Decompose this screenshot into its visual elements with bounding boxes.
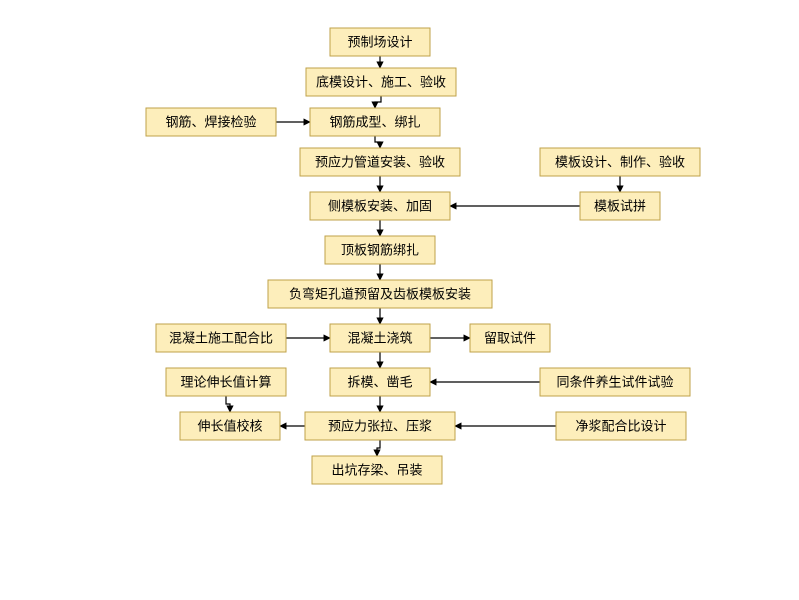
flow-node-n9: 拆模、凿毛 (330, 368, 430, 396)
flow-node-n11: 出坑存梁、吊装 (312, 456, 442, 484)
flow-node-n8: 混凝土浇筑 (330, 324, 430, 352)
flow-node-n3s: 钢筋、焊接检验 (146, 108, 276, 136)
flow-node-n1: 预制场设计 (330, 28, 430, 56)
flow-node-label: 预应力张拉、压浆 (328, 418, 432, 433)
flow-node-label: 出坑存梁、吊装 (331, 462, 422, 477)
flow-node-n7: 负弯矩孔道预留及齿板模板安装 (268, 280, 492, 308)
flow-node-label: 底模设计、施工、验收 (316, 74, 446, 89)
flow-node-n3: 钢筋成型、绑扎 (310, 108, 440, 136)
flow-edge (226, 396, 230, 412)
flow-node-n9r: 同条件养生试件试验 (540, 368, 690, 396)
flow-edge (377, 440, 380, 456)
flow-node-label: 净浆配合比设计 (575, 418, 666, 433)
flow-node-n4r: 模板设计、制作、验收 (540, 148, 700, 176)
flow-node-n2: 底模设计、施工、验收 (306, 68, 456, 96)
flow-node-label: 留取试件 (484, 330, 536, 345)
flow-node-n9l: 理论伸长值计算 (166, 368, 286, 396)
flowchart-canvas: 预制场设计底模设计、施工、验收钢筋成型、绑扎钢筋、焊接检验预应力管道安装、验收模… (0, 0, 799, 600)
flow-node-label: 模板试拼 (594, 198, 646, 213)
flow-node-label: 混凝土浇筑 (347, 330, 412, 345)
flow-node-label: 理论伸长值计算 (180, 374, 271, 389)
nodes-layer: 预制场设计底模设计、施工、验收钢筋成型、绑扎钢筋、焊接检验预应力管道安装、验收模… (146, 28, 700, 484)
flow-node-n5r: 模板试拼 (580, 192, 660, 220)
flow-node-n4: 预应力管道安装、验收 (300, 148, 460, 176)
flow-node-n10: 预应力张拉、压浆 (305, 412, 455, 440)
flow-node-n5: 侧模板安装、加固 (310, 192, 450, 220)
flow-node-label: 模板设计、制作、验收 (555, 154, 685, 169)
flow-node-label: 钢筋、焊接检验 (165, 114, 256, 129)
flow-node-n10r: 净浆配合比设计 (556, 412, 686, 440)
flow-node-label: 钢筋成型、绑扎 (329, 114, 420, 129)
flow-node-label: 顶板钢筋绑扎 (341, 242, 419, 257)
flow-node-label: 拆模、凿毛 (347, 374, 412, 389)
flow-node-label: 侧模板安装、加固 (328, 198, 432, 213)
flow-node-label: 预制场设计 (347, 34, 412, 49)
flow-node-label: 同条件养生试件试验 (556, 374, 673, 389)
flow-node-label: 预应力管道安装、验收 (315, 154, 445, 169)
flow-node-n10l: 伸长值校核 (180, 412, 280, 440)
flow-edge (375, 136, 380, 148)
flow-node-label: 伸长值校核 (197, 418, 262, 433)
flow-node-label: 负弯矩孔道预留及齿板模板安装 (289, 286, 471, 301)
flow-node-label: 混凝土施工配合比 (169, 330, 273, 345)
flow-node-n8l: 混凝土施工配合比 (156, 324, 286, 352)
flow-edge (375, 96, 381, 108)
flow-node-n6: 顶板钢筋绑扎 (325, 236, 435, 264)
flow-node-n8r: 留取试件 (470, 324, 550, 352)
